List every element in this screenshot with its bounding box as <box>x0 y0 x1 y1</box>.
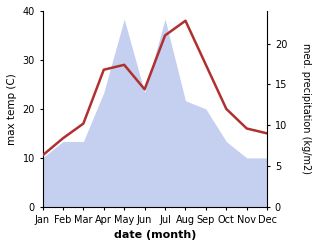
Y-axis label: med. precipitation (kg/m2): med. precipitation (kg/m2) <box>301 43 311 174</box>
X-axis label: date (month): date (month) <box>114 230 196 240</box>
Y-axis label: max temp (C): max temp (C) <box>7 73 17 145</box>
